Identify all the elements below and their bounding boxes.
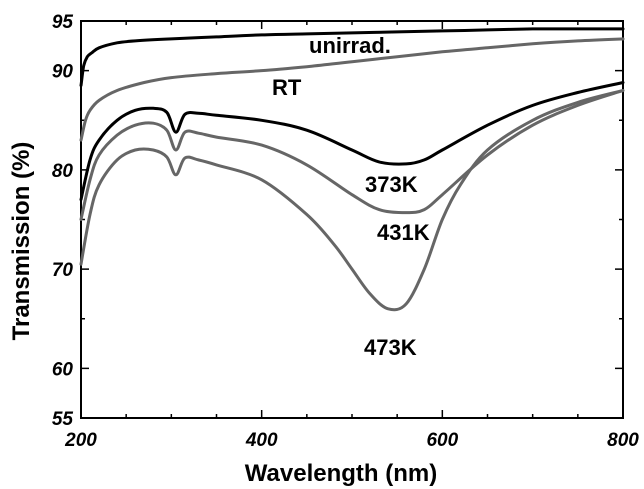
x-tick-label: 600 <box>426 430 458 451</box>
y-tick-label: 55 <box>52 409 74 430</box>
x-tick-label: 800 <box>607 430 639 451</box>
series-line-rt <box>79 37 625 142</box>
series-label-unirrad: unirrad. <box>309 33 391 58</box>
series-layer <box>79 27 625 312</box>
x-tick-label: 200 <box>64 430 97 451</box>
labels-layer: unirrad. RT 373K 431K 473K <box>272 33 430 360</box>
x-tick-label: 400 <box>245 430 278 451</box>
axes: 200 400 600 800 55 60 70 80 90 95 <box>52 12 639 451</box>
series-label-rt: RT <box>272 75 302 100</box>
y-tick-label: 70 <box>52 260 74 281</box>
series-label-373k: 373K <box>365 172 418 197</box>
y-tick-label: 90 <box>52 62 74 83</box>
series-line-431k <box>79 89 625 221</box>
y-tick-label: 80 <box>52 161 74 182</box>
series-line-unirrad <box>79 27 625 87</box>
series-line-373k <box>79 81 625 202</box>
series-label-473k: 473K <box>364 335 417 360</box>
series-line-473k <box>79 89 625 312</box>
series-label-431k: 431K <box>377 220 430 245</box>
y-tick-label: 60 <box>52 359 74 380</box>
plot-frame <box>80 20 624 419</box>
x-axis-title: Wavelength (nm) <box>245 460 437 487</box>
y-tick-label: 95 <box>52 12 74 33</box>
y-axis-title: Transmission (%) <box>8 142 35 341</box>
